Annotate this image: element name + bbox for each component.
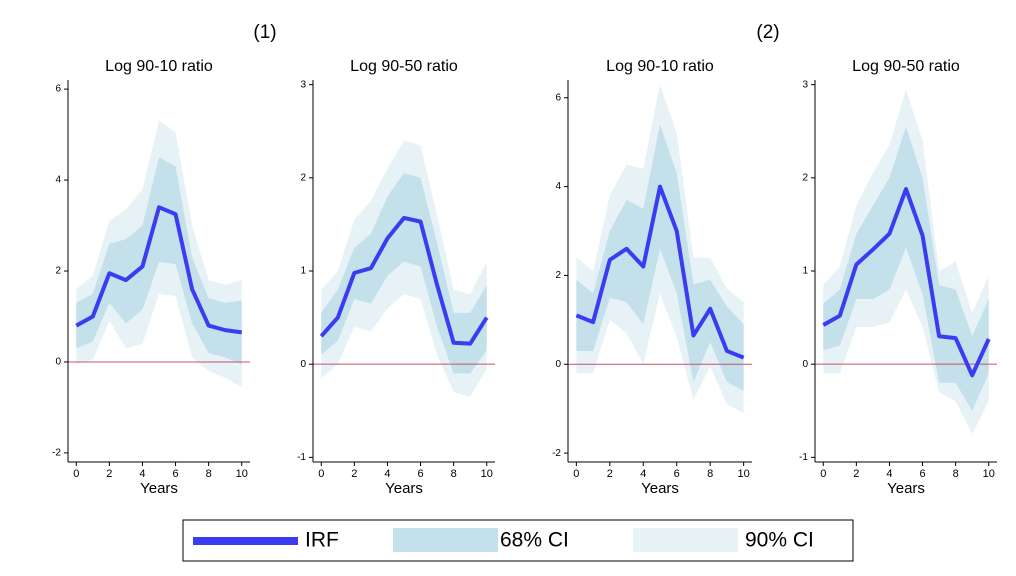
legend-label: 68% CI <box>500 529 569 552</box>
y-tick-label: 2 <box>55 266 61 277</box>
group-title: (1) <box>253 22 276 43</box>
y-tick-label: 2 <box>555 270 561 281</box>
x-tick-label: 4 <box>384 468 390 480</box>
irf-line <box>822 187 991 378</box>
x-tick-label: 10 <box>738 468 750 480</box>
y-tick-label: 4 <box>55 175 61 186</box>
x-tick-label: 0 <box>573 468 579 480</box>
x-tick-label: 8 <box>451 468 457 480</box>
y-tick-label: 0 <box>300 359 306 370</box>
panel-title: Log 90-10 ratio <box>606 58 714 75</box>
y-tick-label: 0 <box>802 359 808 370</box>
x-tick-label: 0 <box>318 468 324 480</box>
x-tick-label: 8 <box>707 468 713 480</box>
y-tick-label: -2 <box>52 448 61 459</box>
y-tick-label: 6 <box>555 92 561 103</box>
x-tick-label: 4 <box>886 468 892 480</box>
irf-line <box>575 184 745 360</box>
y-tick-label: -2 <box>552 448 561 459</box>
x-tick-label: 8 <box>206 468 212 480</box>
x-tick-label: 0 <box>820 468 826 480</box>
x-tick-label: 6 <box>674 468 680 480</box>
x-tick-label: 6 <box>172 468 178 480</box>
x-axis-label: Years <box>641 480 679 497</box>
legend-label: 90% CI <box>745 529 814 552</box>
y-tick-label: 2 <box>802 172 808 183</box>
ci-band <box>823 126 989 411</box>
x-tick-label: 2 <box>607 468 613 480</box>
y-tick-label: -1 <box>799 452 808 463</box>
x-tick-label: 6 <box>919 468 925 480</box>
ci-band <box>76 157 242 365</box>
y-tick-label: 0 <box>55 357 61 368</box>
y-tick-label: 3 <box>802 79 808 90</box>
x-tick-label: 2 <box>106 468 112 480</box>
y-tick-label: 3 <box>300 79 306 90</box>
y-tick-label: -1 <box>297 452 306 463</box>
y-tick-label: 4 <box>555 181 561 192</box>
legend-label: IRF <box>305 529 339 552</box>
y-tick-label: 1 <box>300 266 306 277</box>
x-tick-label: 4 <box>139 468 145 480</box>
legend-swatch <box>393 528 498 552</box>
x-tick-label: 2 <box>351 468 357 480</box>
legend-swatch <box>633 528 738 552</box>
irf-line <box>75 205 242 335</box>
x-tick-label: 8 <box>953 468 959 480</box>
x-tick-label: 10 <box>236 468 248 480</box>
y-tick-label: 6 <box>55 84 61 95</box>
x-axis-label: Years <box>140 480 178 497</box>
group-title: (2) <box>756 22 779 43</box>
ci-band <box>321 173 487 374</box>
x-axis-label: Years <box>385 480 423 497</box>
x-tick-label: 10 <box>983 468 995 480</box>
x-tick-label: 6 <box>417 468 423 480</box>
x-tick-label: 2 <box>853 468 859 480</box>
x-axis-label: Years <box>887 480 925 497</box>
panel-title: Log 90-50 ratio <box>350 58 458 75</box>
irf-line <box>319 215 489 346</box>
x-tick-label: 0 <box>73 468 79 480</box>
panel-title: Log 90-10 ratio <box>105 58 213 75</box>
x-tick-label: 4 <box>640 468 646 480</box>
y-tick-label: 1 <box>802 266 808 277</box>
legend-swatch <box>193 537 298 545</box>
x-tick-label: 10 <box>481 468 493 480</box>
y-tick-label: 0 <box>555 359 561 370</box>
y-tick-label: 2 <box>300 172 306 183</box>
panel-title: Log 90-50 ratio <box>852 58 960 75</box>
